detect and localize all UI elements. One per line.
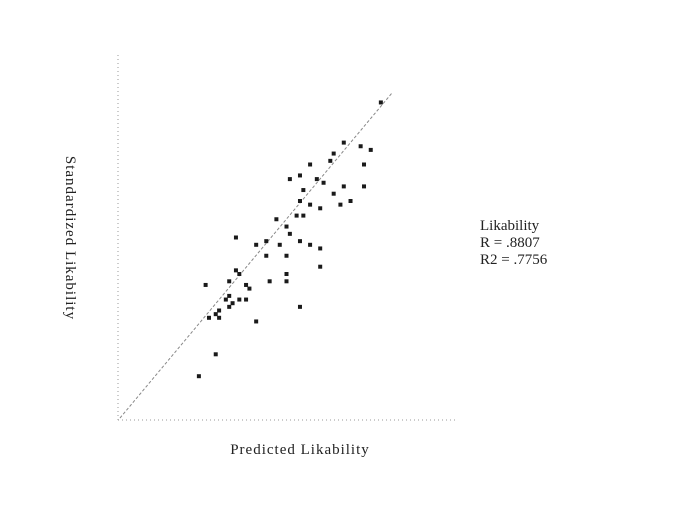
- fit-line: [119, 92, 393, 419]
- point: [331, 191, 336, 196]
- point: [264, 239, 269, 244]
- point: [244, 297, 249, 302]
- point: [247, 286, 252, 291]
- point: [196, 374, 201, 379]
- point: [338, 202, 343, 207]
- point: [297, 239, 302, 244]
- point: [244, 282, 249, 287]
- point: [274, 217, 279, 222]
- point: [223, 297, 228, 302]
- point: [203, 282, 208, 287]
- point: [284, 253, 289, 258]
- point: [308, 202, 313, 207]
- point: [233, 268, 238, 273]
- point: [314, 177, 319, 182]
- point: [297, 173, 302, 178]
- point: [217, 315, 222, 320]
- annotation: R2 = .7756: [480, 252, 548, 268]
- y-axis-label: Standardized Likability: [62, 156, 78, 320]
- point: [331, 151, 336, 156]
- point: [318, 206, 323, 211]
- point: [237, 272, 242, 276]
- point: [284, 224, 289, 229]
- point: [230, 301, 235, 306]
- point: [368, 147, 373, 152]
- point: [358, 144, 363, 149]
- point: [287, 231, 292, 236]
- point: [233, 235, 238, 240]
- point: [378, 100, 383, 105]
- point: [227, 304, 232, 309]
- point: [297, 304, 302, 309]
- point: [362, 162, 367, 167]
- point: [341, 184, 346, 189]
- point: [321, 180, 326, 185]
- point: [254, 319, 259, 324]
- point: [237, 297, 242, 302]
- point: [227, 279, 232, 284]
- point: [308, 242, 313, 247]
- point: [297, 199, 302, 203]
- point: [254, 242, 259, 247]
- point: [277, 242, 282, 247]
- x-axis-label: Predicted Likability: [230, 442, 370, 458]
- point: [284, 279, 289, 284]
- point: [308, 162, 313, 167]
- point: [227, 293, 232, 298]
- point: [301, 213, 306, 218]
- point: [213, 352, 218, 357]
- point: [301, 188, 306, 193]
- point: [213, 312, 218, 317]
- point: [341, 140, 346, 145]
- point: [362, 184, 367, 189]
- annotation: Likability: [480, 218, 540, 234]
- annotation: R = .8807: [480, 235, 540, 251]
- point: [287, 177, 292, 182]
- point: [328, 158, 333, 163]
- point: [217, 308, 222, 313]
- point: [267, 279, 272, 284]
- point: [318, 246, 323, 251]
- point: [206, 315, 211, 320]
- point: [318, 264, 323, 269]
- point: [348, 199, 353, 203]
- point: [294, 213, 299, 218]
- point: [284, 272, 289, 276]
- point: [264, 253, 269, 258]
